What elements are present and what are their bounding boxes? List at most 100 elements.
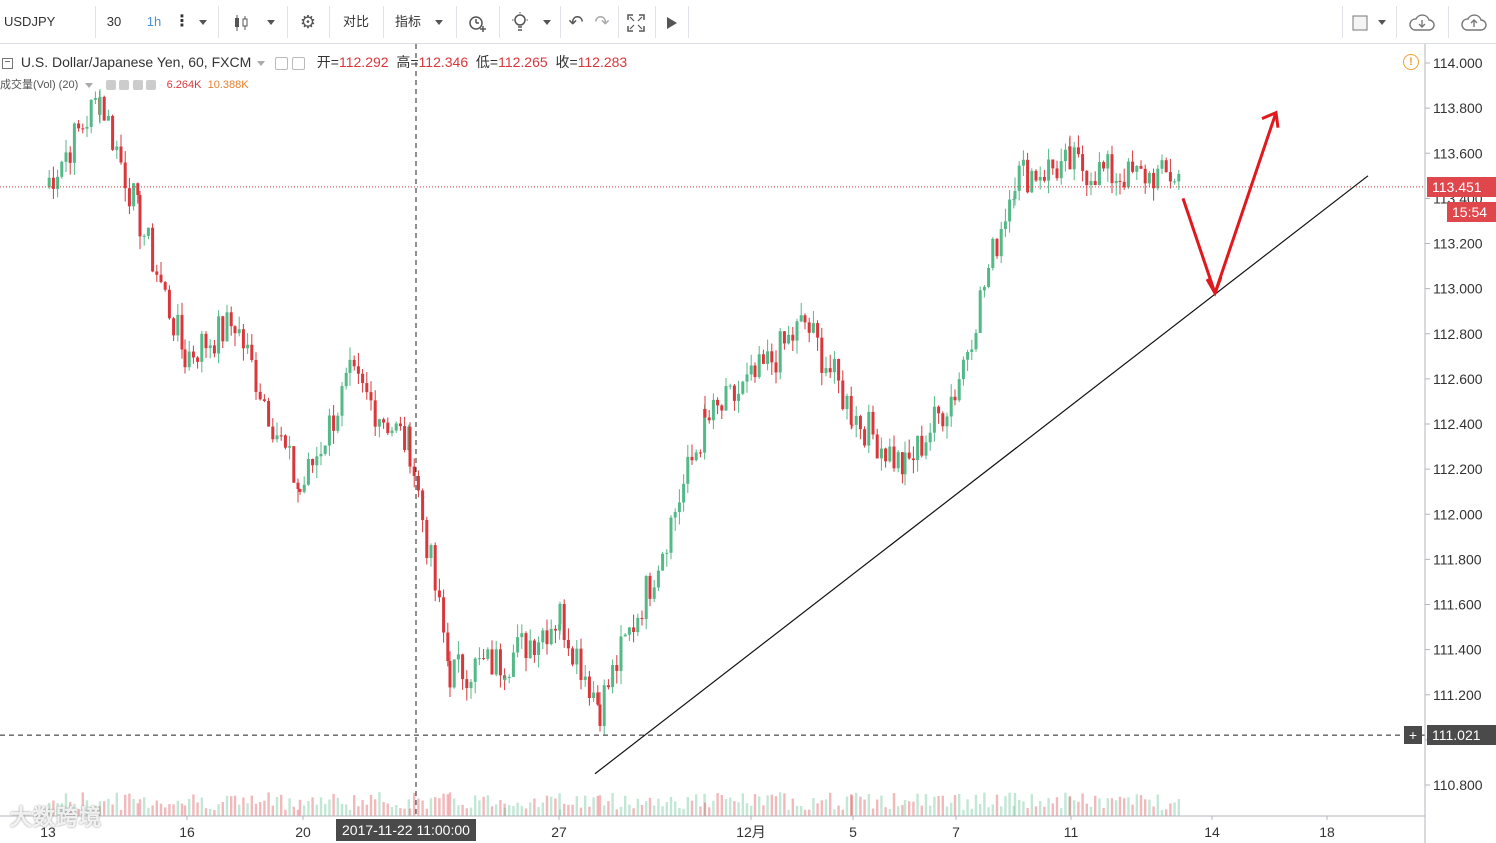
volume-bar [296,809,300,816]
volume-bar [933,796,936,816]
candle-body [111,115,115,150]
volume-bar [937,796,940,816]
alert-clock-icon[interactable] [462,6,492,38]
candle-body [632,627,636,633]
volume-bar [636,798,639,816]
volume-bar [259,801,262,816]
volume-bar [1139,795,1143,816]
volume-menu-caret[interactable] [85,82,94,88]
candle-body [146,227,150,236]
ideas-dropdown-caret[interactable] [538,6,556,38]
redo-icon[interactable]: ↷ [594,12,610,32]
symbol-search-input[interactable]: USDJPY [4,14,56,29]
candle-body [711,399,715,421]
candle-body [421,490,425,521]
candle-body [854,416,858,425]
candle-body [142,235,146,237]
candle-body [77,123,81,129]
legend-settings-icon[interactable] [291,56,305,70]
layout-square-icon[interactable] [1348,6,1372,38]
volume-eye-icon[interactable] [106,80,117,91]
volume-bar [52,800,55,816]
volume-bar [188,798,191,816]
volume-bar [888,808,891,816]
candle-body [745,374,749,382]
time-tick-label: 12月 [736,824,766,840]
interval-dropdown-caret[interactable] [194,6,212,38]
more-intervals-icon[interactable]: ⋮ [174,13,190,30]
volume-bar [168,804,171,816]
undo-icon[interactable]: ↶ [568,12,584,32]
volume-settings-icon[interactable] [119,80,130,91]
candle-body [1143,168,1147,184]
add-alert-plus-icon[interactable]: + [1404,726,1422,744]
volume-bar [1102,807,1105,816]
candle-body [332,415,336,431]
volume-bar [703,793,706,816]
compare-button[interactable]: 对比 [342,14,369,29]
indicators-button[interactable]: 指标 [394,14,421,29]
volume-bar [628,804,631,816]
candle-body [606,685,610,688]
volume-bar [1144,799,1147,816]
candle-body [583,676,587,680]
time-axis[interactable]: 13 16 20 27 12月 5 7 11 14 18 [0,815,1425,840]
candle-body [1059,161,1063,179]
candle-body [72,123,76,163]
collapse-legend-icon[interactable]: − [2,57,13,69]
volume-bar [1055,797,1059,816]
volume-bar [708,807,711,816]
layout-dropdown-caret[interactable] [1374,6,1390,38]
volume-bar [1064,792,1067,816]
candle-body [437,590,441,598]
volume-bar [550,796,553,816]
fullscreen-icon[interactable] [622,6,650,38]
candle-body [953,396,957,401]
warning-alert-icon[interactable]: ! [1403,54,1419,70]
candle-body [524,633,528,659]
volume-add-icon[interactable] [132,80,143,91]
volume-bar [147,807,150,816]
chart-type-candles-icon[interactable] [226,6,256,38]
volume-bar [115,792,118,816]
volume-bar [382,802,385,816]
cloud-download-icon[interactable] [1402,6,1442,38]
candle-body [1164,160,1168,173]
candle-body [537,642,541,655]
volume-bar [758,796,761,816]
candle-body [229,312,233,327]
chart-type-dropdown-caret[interactable] [262,6,280,38]
arrow-down-line [1181,197,1217,294]
toolbar-divider [618,6,619,38]
symbol-menu-caret[interactable] [257,60,266,66]
candle-body [995,238,999,257]
candle-body [656,570,660,588]
price-chart[interactable]: 114.000113.800113.600113.400113.200113.0… [0,44,1496,843]
price-axis[interactable]: 114.000113.800113.600113.400113.200113.0… [1424,44,1483,843]
replay-play-icon[interactable] [660,6,684,38]
cloud-upload-icon[interactable] [1454,6,1494,38]
candle-body [1012,199,1016,201]
volume-bar [571,804,574,816]
volume-bar [438,798,441,816]
volume-bar [1073,800,1076,816]
candle-body [807,322,811,333]
volume-bar [648,797,652,816]
volume-bar [204,808,208,816]
price-tick-label: 113.000 [1433,281,1483,297]
volume-bar [48,802,51,816]
settings-gear-icon[interactable]: ⚙ [299,12,317,32]
interval-button[interactable]: 1h [146,14,162,29]
crosshair-price-tag: 111.021 [1427,725,1496,745]
interval-count-button[interactable]: 30 [106,14,122,29]
volume-bar [1026,808,1029,816]
volume-bar [876,799,879,816]
volume-bar [1106,798,1109,816]
candle-body [879,448,883,459]
legend-eye-icon[interactable] [275,56,289,70]
time-tick-label: 20 [295,824,311,840]
ideas-lightbulb-icon[interactable] [506,6,534,38]
candle-body [159,274,163,283]
indicators-dropdown-caret[interactable] [430,6,448,38]
volume-close-icon[interactable] [145,80,156,91]
